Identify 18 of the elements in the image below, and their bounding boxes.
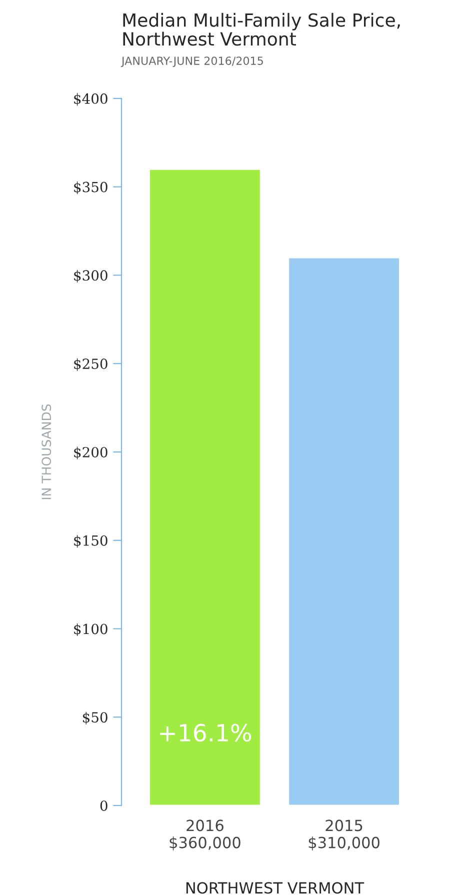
y-tick-label: $300 xyxy=(74,270,108,283)
y-tick-label: $100 xyxy=(74,623,108,636)
y-tick-label: $350 xyxy=(74,182,108,194)
x-axis-title: NORTHWEST VERMONT xyxy=(186,882,364,894)
chart-subtitle: JANUARY-JUNE 2016/2015 xyxy=(120,56,263,68)
y-tick-label: $150 xyxy=(74,535,108,548)
text: $310,000 xyxy=(308,836,380,850)
y-tick-label: $250 xyxy=(74,358,108,371)
chart-title: Median Multi-Family Sale Price, Northwest Vermont xyxy=(123,12,400,46)
text: $360,000 xyxy=(170,836,240,850)
y-tick-label: $200 xyxy=(74,446,108,460)
x-tick-label: 2016 xyxy=(186,820,224,832)
y-tick-label: 0 xyxy=(100,800,108,811)
y-axis-title: IN THOUSANDS xyxy=(42,404,52,500)
x-tick-label: 2015 xyxy=(326,820,362,832)
y-tick-label: $400 xyxy=(74,93,108,106)
y-tick-label: $50 xyxy=(82,712,108,724)
annotation: +16.1% xyxy=(160,724,252,742)
